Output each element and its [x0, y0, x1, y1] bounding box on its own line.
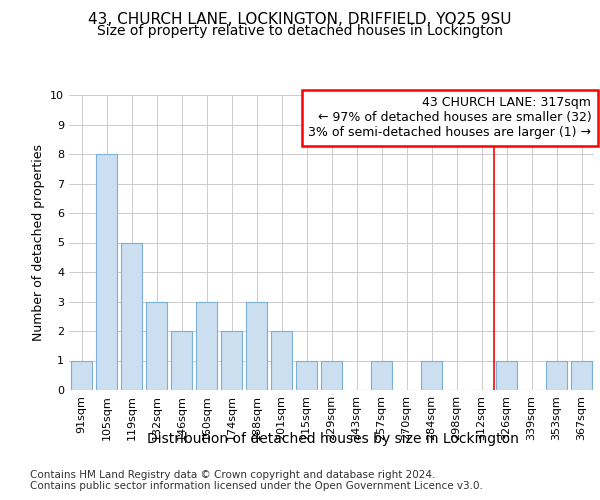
Y-axis label: Number of detached properties: Number of detached properties [32, 144, 44, 341]
Bar [371, 360, 392, 390]
Bar [196, 302, 217, 390]
Text: Contains public sector information licensed under the Open Government Licence v3: Contains public sector information licen… [30, 481, 483, 491]
Bar [546, 360, 567, 390]
Bar [571, 360, 592, 390]
Bar [121, 242, 142, 390]
Bar [246, 302, 267, 390]
Text: Contains HM Land Registry data © Crown copyright and database right 2024.: Contains HM Land Registry data © Crown c… [30, 470, 436, 480]
Text: 43 CHURCH LANE: 317sqm
← 97% of detached houses are smaller (32)
3% of semi-deta: 43 CHURCH LANE: 317sqm ← 97% of detached… [308, 96, 592, 140]
Bar [421, 360, 442, 390]
Bar [171, 331, 192, 390]
Text: Size of property relative to detached houses in Lockington: Size of property relative to detached ho… [97, 24, 503, 38]
Bar [96, 154, 117, 390]
Bar [496, 360, 517, 390]
Bar [271, 331, 292, 390]
Text: 43, CHURCH LANE, LOCKINGTON, DRIFFIELD, YO25 9SU: 43, CHURCH LANE, LOCKINGTON, DRIFFIELD, … [88, 12, 512, 28]
Bar [146, 302, 167, 390]
Bar [321, 360, 342, 390]
Bar [221, 331, 242, 390]
Bar [296, 360, 317, 390]
Bar [71, 360, 92, 390]
Text: Distribution of detached houses by size in Lockington: Distribution of detached houses by size … [147, 432, 519, 446]
